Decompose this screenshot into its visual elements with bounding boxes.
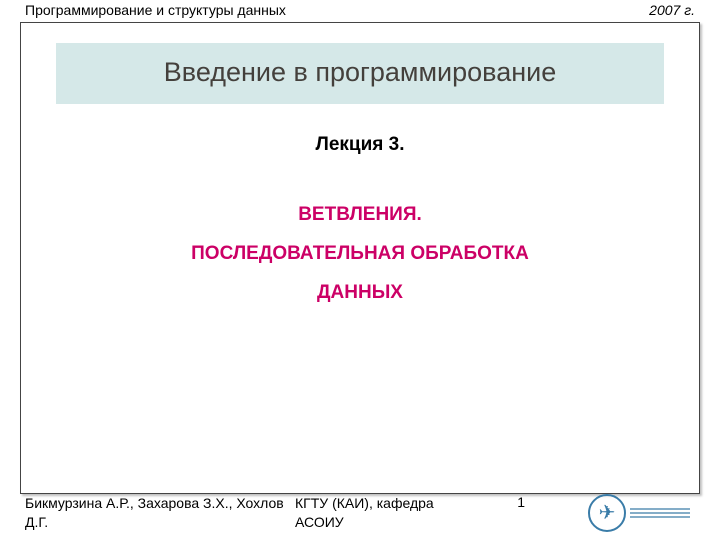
slide-title-banner: Введение в программирование: [56, 43, 664, 104]
footer-page-number: 1: [485, 494, 525, 510]
lecture-number: Лекция 3.: [21, 134, 699, 156]
page-header: Программирование и структуры данных 2007…: [0, 0, 720, 18]
page-footer: Бикмурзина А.Р., Захарова З.Х., Хохлов Д…: [25, 494, 695, 532]
header-course: Программирование и структуры данных: [25, 2, 286, 18]
header-year: 2007 г.: [649, 2, 695, 18]
footer-affiliation: КГТУ (КАИ), кафедра АСОИУ: [295, 494, 485, 532]
topic-line: ДАННЫХ: [41, 274, 679, 313]
airplane-icon: ✈: [588, 494, 626, 532]
logo-stripes-icon: [630, 503, 690, 523]
footer-logo: ✈: [525, 494, 695, 532]
topic-line: ВЕТВЛЕНИЯ.: [41, 196, 679, 235]
lecture-topic: ВЕТВЛЕНИЯ. ПОСЛЕДОВАТЕЛЬНАЯ ОБРАБОТКА ДА…: [21, 196, 699, 313]
footer-authors: Бикмурзина А.Р., Захарова З.Х., Хохлов Д…: [25, 494, 295, 532]
topic-line: ПОСЛЕДОВАТЕЛЬНАЯ ОБРАБОТКА: [41, 235, 679, 274]
slide-frame: Введение в программирование Лекция 3. ВЕ…: [20, 22, 700, 494]
